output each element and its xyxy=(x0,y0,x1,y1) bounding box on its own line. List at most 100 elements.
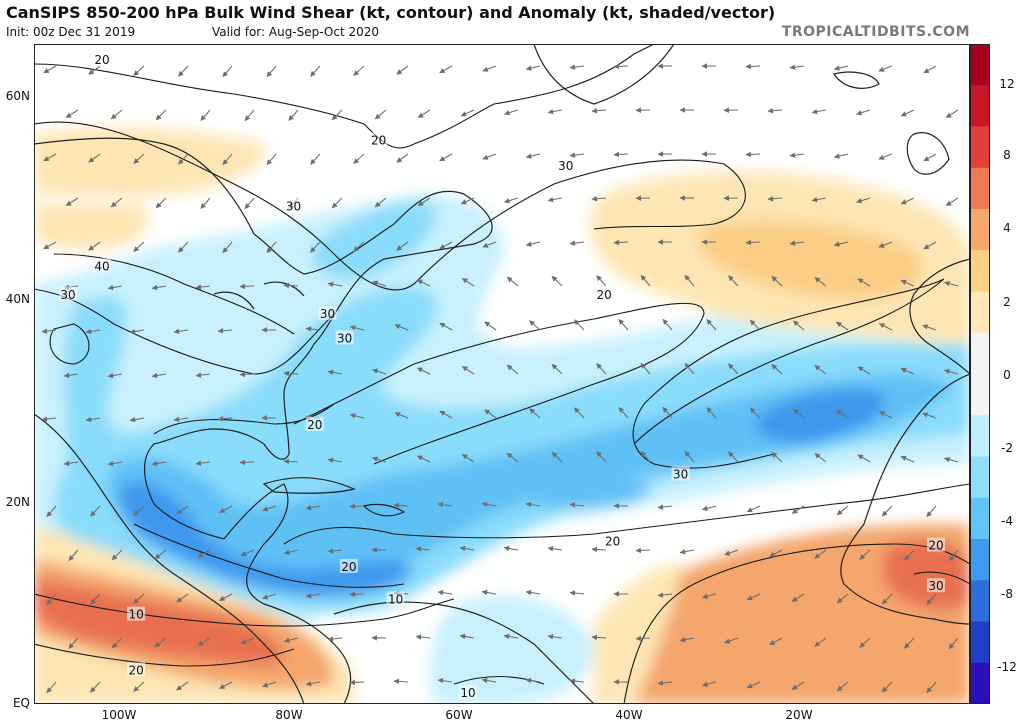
wind-vector xyxy=(878,65,893,72)
wind-vector xyxy=(111,549,123,561)
wind-vector xyxy=(415,546,431,552)
colorbar-swatch xyxy=(970,497,990,540)
wind-vector xyxy=(283,637,299,643)
colorbar xyxy=(970,44,990,704)
anomaly-pos-east-light xyxy=(594,564,684,704)
contour-label: 30 xyxy=(337,331,352,345)
colorbar-label-neg2: -2 xyxy=(1001,441,1013,455)
wind-vector xyxy=(110,109,123,120)
wind-vector xyxy=(859,549,871,560)
wind-vector xyxy=(791,681,805,690)
wind-vector xyxy=(878,153,893,160)
wind-vector xyxy=(547,108,563,115)
wind-vector xyxy=(372,368,387,375)
wind-vector xyxy=(679,636,695,643)
wind-vector xyxy=(569,64,585,70)
wind-vector xyxy=(394,412,409,419)
wind-vector xyxy=(900,279,915,287)
wind-vector xyxy=(922,412,937,419)
wind-vector xyxy=(349,591,365,598)
wind-vector xyxy=(178,153,189,165)
anomaly-pos-northeast-core xyxy=(697,220,922,300)
wind-vector xyxy=(222,241,233,254)
wind-vector xyxy=(900,455,915,463)
wind-vector xyxy=(948,549,959,562)
wind-vector xyxy=(745,239,761,246)
init-time: Init: 00z Dec 31 2019 xyxy=(6,25,136,39)
wind-vector xyxy=(881,593,893,605)
wind-vector xyxy=(200,197,211,209)
wind-vector xyxy=(904,637,915,649)
contour-40 xyxy=(53,253,295,335)
wind-vector xyxy=(151,284,167,291)
wind-vector xyxy=(618,318,629,331)
colorbar-swatch xyxy=(970,580,990,622)
wind-vector xyxy=(195,372,211,378)
anomaly-neg-core-east xyxy=(754,389,886,444)
wind-vector xyxy=(879,411,893,419)
wind-vector xyxy=(331,197,343,209)
cuba xyxy=(262,477,356,494)
wind-vector xyxy=(396,153,409,163)
wind-vector xyxy=(789,64,805,70)
contour-label: 30 xyxy=(60,288,75,302)
greenland-tip xyxy=(533,44,675,105)
wind-vector xyxy=(461,453,475,463)
wind-vector xyxy=(129,416,145,423)
wind-vector xyxy=(46,681,57,694)
wind-vector xyxy=(459,545,475,552)
wind-vector xyxy=(88,65,101,75)
colorbar-swatch xyxy=(970,291,990,334)
wind-vector xyxy=(63,372,79,379)
wind-vector xyxy=(262,505,277,512)
wind-vector xyxy=(244,197,255,210)
wind-vector xyxy=(88,241,101,251)
colorbar-label-2: 2 xyxy=(1003,295,1011,309)
gulf-yucatan-coast xyxy=(223,483,352,704)
wind-vector xyxy=(133,593,145,604)
contour-label-bg xyxy=(926,537,945,552)
wind-vector xyxy=(396,65,409,75)
wind-vector xyxy=(107,460,123,467)
wind-vector xyxy=(749,407,761,419)
wind-vector xyxy=(283,549,299,555)
wind-vector xyxy=(133,241,145,252)
wind-vector xyxy=(769,637,783,646)
wind-vector xyxy=(657,592,673,598)
wind-vector xyxy=(569,678,585,684)
wind-vector xyxy=(657,504,673,510)
wind-vector xyxy=(769,549,783,558)
contour-label: 40 xyxy=(94,259,109,273)
wind-vector xyxy=(197,637,211,646)
wind-vector xyxy=(923,65,937,74)
contour-label-bg xyxy=(284,198,303,213)
wind-vector xyxy=(239,371,255,378)
wind-vector xyxy=(791,505,805,514)
contour-30-north xyxy=(34,121,746,291)
wind-vector xyxy=(154,549,167,560)
colorbar-swatch xyxy=(970,209,990,251)
contour-label: 10 xyxy=(128,608,143,622)
wind-vector xyxy=(461,365,475,375)
contour-label-bg xyxy=(127,606,146,621)
wind-vector xyxy=(484,321,497,331)
contour-label: 30 xyxy=(558,159,573,173)
wind-vector xyxy=(482,65,497,72)
wind-vector xyxy=(573,407,585,419)
wind-vector xyxy=(327,281,343,288)
wind-vector xyxy=(353,153,365,164)
wind-vector xyxy=(133,681,145,692)
wind-vector xyxy=(481,589,497,596)
shear-contours xyxy=(34,44,970,704)
wind-vector xyxy=(217,416,233,422)
wind-vector xyxy=(728,451,739,463)
wind-vector xyxy=(943,368,959,375)
colorbar-swatch xyxy=(970,85,990,127)
wind-vector xyxy=(728,275,739,287)
wind-vector xyxy=(596,451,607,463)
wind-vector xyxy=(372,280,387,287)
contour-label: 30 xyxy=(673,468,688,482)
contour-label: 20 xyxy=(928,539,943,553)
wind-vector xyxy=(46,505,57,518)
wind-vector xyxy=(310,65,321,77)
